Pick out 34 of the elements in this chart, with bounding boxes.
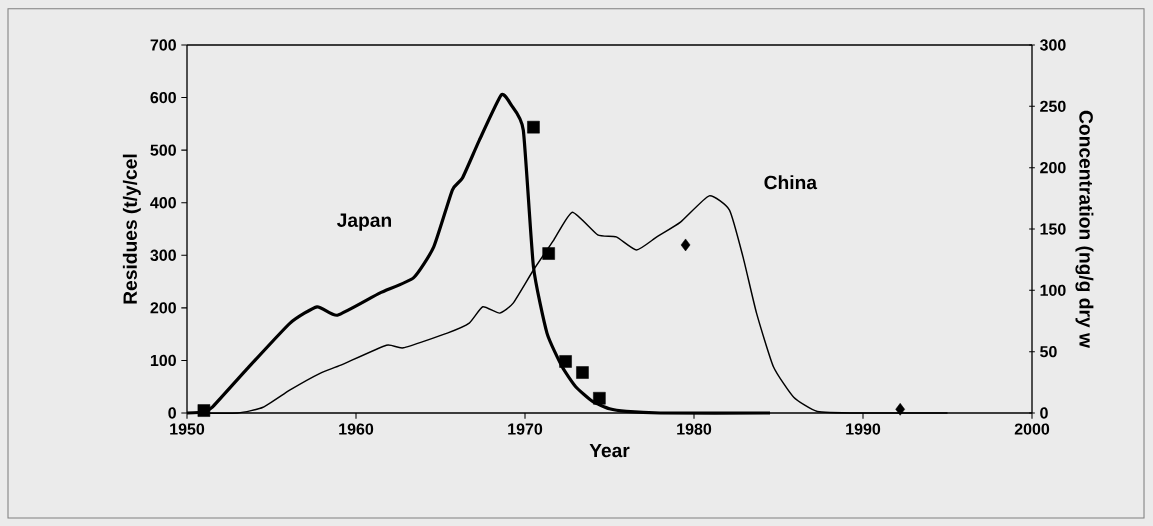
y2-tick-label: 200 xyxy=(1040,162,1066,174)
point xyxy=(593,392,606,405)
y-tick-label: 500 xyxy=(150,144,176,156)
y-axis-title: Residues (t/y/cel xyxy=(122,154,141,304)
y-tick-label: 600 xyxy=(150,91,176,104)
point xyxy=(576,366,589,379)
text: Japan xyxy=(337,213,391,231)
y2-tick-label: 0 xyxy=(1040,407,1048,419)
x-tick-label: 1970 xyxy=(508,423,543,435)
y2-tick-label: 300 xyxy=(1039,39,1066,51)
point xyxy=(559,355,572,368)
y2-axis-title: Concentration (ng/g dry w xyxy=(1075,110,1094,348)
y-tick-label: 400 xyxy=(150,197,176,209)
y2-tick-label: 50 xyxy=(1040,346,1057,358)
y-tick-label: 200 xyxy=(150,302,176,314)
y-tick-label: 300 xyxy=(150,249,176,261)
x-axis-title: Year xyxy=(589,443,630,458)
x-tick-label: 1980 xyxy=(677,423,712,435)
point xyxy=(895,403,905,416)
x-tick-label: 1990 xyxy=(846,423,881,435)
y-tick-label: 700 xyxy=(150,39,176,51)
x-tick-label: 1960 xyxy=(339,423,374,435)
x-tick-label: 2000 xyxy=(1014,423,1050,435)
y2-tick-label: 100 xyxy=(1040,284,1066,296)
point xyxy=(197,404,211,417)
text: China xyxy=(764,175,818,190)
y-tick-label: 100 xyxy=(150,354,176,367)
point xyxy=(680,238,691,252)
point xyxy=(527,120,540,134)
y2-tick-label: 150 xyxy=(1040,223,1066,235)
y-tick-label: 0 xyxy=(168,407,176,419)
y2-tick-label: 250 xyxy=(1040,100,1066,112)
x-tick-label: 1950 xyxy=(170,423,205,435)
point xyxy=(542,247,555,260)
